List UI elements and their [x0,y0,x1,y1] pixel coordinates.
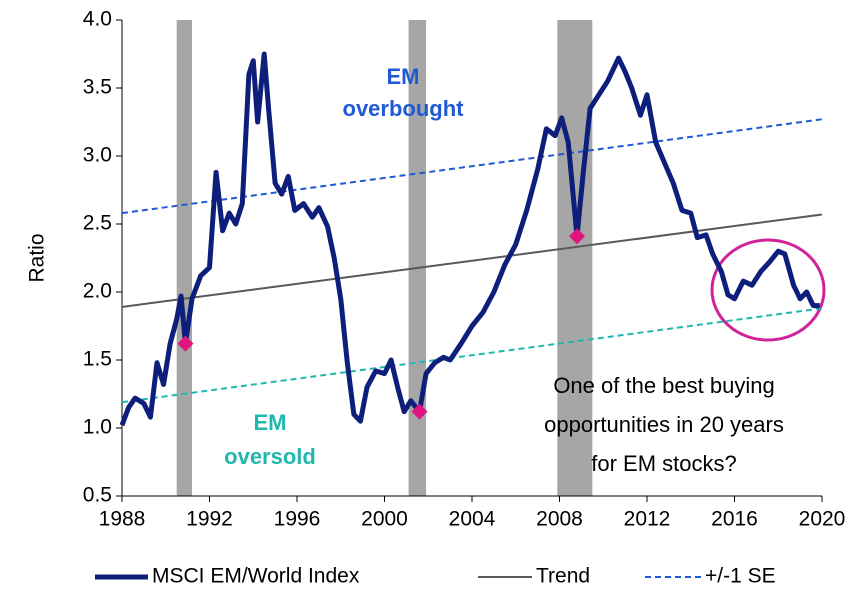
x-tick-label: 2016 [711,508,758,531]
x-tick-label: 2020 [799,508,846,531]
annotation: opportunities in 20 years [544,412,784,437]
x-tick-label: 2012 [624,508,671,531]
x-tick-label: 1996 [274,508,321,531]
y-tick-label: 4.0 [83,8,112,31]
marker [177,335,194,352]
y-tick-label: 3.5 [83,76,112,99]
series-line [121,118,823,215]
x-tick-label: 1988 [99,508,146,531]
x-tick-label: 2008 [536,508,583,531]
marker [411,403,428,420]
y-tick-label: 1.0 [83,416,112,439]
legend-label: MSCI EM/World Index [152,565,360,588]
y-tick-label: 3.0 [83,144,112,167]
shaded-period [408,20,427,496]
highlight-ellipse [710,238,826,342]
y-tick-label: 2.5 [83,212,112,235]
annotation: overbought [343,96,465,121]
y-axis-label: Ratio [26,233,49,282]
legend-label: Trend [536,565,590,588]
x-tick-label: 2000 [361,508,408,531]
y-tick-label: 2.0 [83,280,112,303]
legend-label: +/-1 SE [705,565,776,588]
shaded-period [176,20,192,496]
shaded-period [557,20,593,496]
x-tick-label: 1992 [186,508,233,531]
y-tick-label: 1.5 [83,348,112,371]
marker [569,228,585,245]
annotation: EM [254,410,287,435]
annotation: for EM stocks? [591,451,736,476]
series-line [121,213,823,308]
x-tick-label: 2004 [449,508,496,531]
annotation: One of the best buying [553,373,774,398]
y-tick-label: 0.5 [83,484,112,507]
series-line [119,51,820,427]
annotation: EM [387,64,420,89]
series-line [121,307,823,404]
annotation: oversold [224,444,316,469]
